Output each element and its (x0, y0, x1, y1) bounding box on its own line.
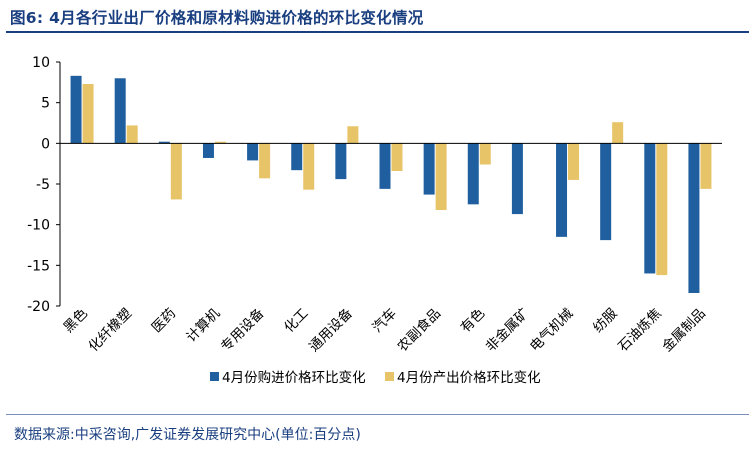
purchase-price-bar-13 (600, 143, 612, 241)
category-label: 医药 (149, 306, 179, 336)
output-price-bar-5 (259, 143, 271, 179)
purchase-price-bar-15 (688, 143, 700, 293)
purchase-price-bar-2 (114, 78, 126, 144)
purchase-price-bar-7 (335, 143, 347, 180)
output-price-bar-10 (479, 143, 491, 165)
output-price-bar-2 (126, 125, 138, 144)
output-price-bar-7 (347, 126, 359, 144)
purchase-price-bar-3 (158, 141, 170, 144)
figure-title: 图6: 4月各行业出厂价格和原材料购进价格的环比变化情况 (10, 9, 424, 27)
legend-swatch (210, 372, 219, 381)
title-rule (6, 31, 749, 33)
y-tick-label: -15 (27, 258, 50, 274)
output-price-bar-3 (170, 143, 182, 200)
category-label: 专用设备 (217, 304, 268, 355)
y-tick-label: -20 (27, 299, 50, 315)
bottom-rule (6, 414, 749, 415)
output-price-bar-4 (214, 141, 226, 144)
y-tick-label: 5 (41, 96, 50, 112)
y-tick-label: -10 (27, 218, 50, 234)
legend-label: 4月份产出价格环比变化 (397, 370, 541, 386)
source-note: 数据来源:中采咨询,广发证券发展研究中心(单位:百分点) (14, 427, 361, 443)
category-label: 纺服 (590, 305, 621, 336)
category-label: 石油炼焦 (615, 306, 664, 355)
output-price-bar-12 (568, 143, 580, 180)
purchase-price-bar-4 (202, 143, 214, 158)
purchase-price-bar-11 (511, 143, 523, 215)
legend-swatch (385, 372, 394, 381)
purchase-price-bar-5 (247, 143, 259, 161)
category-label: 化工 (281, 306, 311, 336)
output-price-bar-6 (303, 143, 315, 190)
output-price-bar-9 (435, 143, 447, 211)
category-label: 黑色 (60, 305, 91, 336)
category-label: 金属制品 (659, 306, 708, 355)
output-price-bar-1 (82, 83, 94, 144)
category-label: 汽车 (369, 305, 400, 336)
category-label: 农副食品 (394, 305, 444, 355)
category-label: 非金属矿 (483, 306, 532, 355)
category-label: 化纤橡塑 (86, 306, 135, 355)
y-tick-label: 0 (41, 136, 50, 152)
purchase-price-bar-10 (467, 143, 479, 205)
y-tick-label: -5 (36, 177, 50, 193)
category-label: 通用设备 (305, 304, 356, 355)
purchase-price-bar-9 (423, 143, 435, 195)
y-tick-label: 10 (32, 55, 50, 71)
purchase-price-bar-8 (379, 143, 391, 189)
category-label: 计算机 (183, 305, 223, 345)
legend-label: 4月份购进价格环比变化 (222, 370, 366, 386)
output-price-bar-15 (700, 143, 712, 189)
output-price-bar-8 (391, 143, 403, 171)
purchase-price-bar-12 (556, 143, 568, 237)
output-price-bar-13 (612, 122, 624, 144)
purchase-price-bar-1 (70, 75, 82, 144)
output-price-bar-14 (656, 143, 668, 276)
purchase-price-bar-6 (291, 143, 303, 171)
category-label: 电气机械 (527, 306, 576, 355)
chart-area: -20 -15 -10 -5 0 5 10 黑色 化纤橡塑 医药 计算机 专用设备 化工 通用设备 汽车 农副… (0, 36, 755, 408)
purchase-price-bar-14 (644, 143, 656, 274)
category-label: 有色 (457, 305, 488, 336)
